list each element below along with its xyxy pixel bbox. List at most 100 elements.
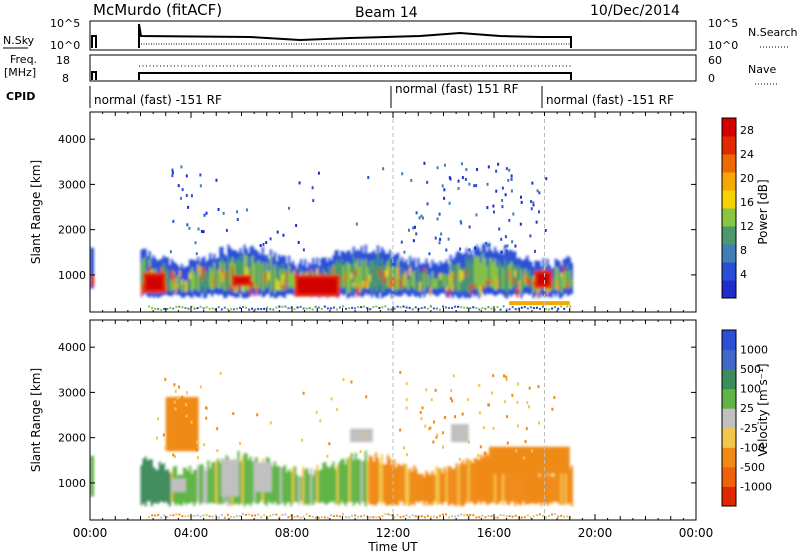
velocity-ground-echo [272,513,275,516]
power-cell [388,280,392,288]
velocity-scatter [174,389,177,393]
power-cell [360,258,363,290]
velocity-scatter [487,403,490,407]
velocity-scatter [269,421,272,425]
power-scatter [544,228,547,232]
power-cell [350,273,353,280]
power-cell [477,256,481,293]
power-colorbar-tick: 20 [740,172,754,185]
velocity-cell [152,467,155,504]
velocity-ground-echo [193,514,196,517]
power-cell [409,263,412,290]
date-title: 10/Dec/2014 [590,3,680,19]
power-scatter [412,226,415,230]
power-cell [552,277,555,289]
velocity-cell [530,473,533,504]
velocity-ground-echo [302,515,305,518]
power-scatter [177,184,180,188]
power-ground-echo [278,305,281,308]
velocity-ground-echo [366,515,369,518]
power-scatter [180,165,183,169]
power-ground-echo [511,306,514,309]
power-cell [164,284,167,293]
velocity-cell [516,468,519,503]
power-strong-core [234,277,249,284]
power-cell [261,262,264,292]
power-cell [562,266,565,274]
power-cell [512,263,515,288]
velocity-cell [352,460,355,506]
power-cell [376,252,380,291]
power-scatter [317,171,320,175]
velocity-scatter [452,374,455,378]
velocity-scatter [467,440,470,444]
power-scatter [443,163,446,167]
power-cell [362,281,365,287]
velocity-ground-echo [214,514,217,517]
power-ground-echo [499,308,502,311]
velocity-cell [556,466,559,503]
velocity-cell [342,458,345,504]
power-cell [251,255,254,288]
velocity-cell [380,454,384,505]
power-scatter [487,165,490,169]
velocity-scatter [190,420,193,424]
power-scatter [179,196,182,200]
velocity-ground-echo [466,514,469,517]
velocity-cell [498,455,501,504]
power-cell [481,285,485,290]
power-scatter [492,204,495,208]
velocity-scatter [443,415,446,419]
power-ground-echo [423,306,426,309]
power-cell [510,261,513,290]
velocity-cell [249,456,252,506]
power-scatter [187,205,190,209]
power-cell [249,287,252,297]
power-scatter [510,177,513,181]
power-cell [514,269,517,278]
power-cell [435,278,438,289]
power-cell [433,279,436,289]
velocity-cell [546,475,549,506]
power-cell [366,281,369,289]
power-cell [467,262,470,294]
velocity-cell [334,469,337,505]
power-cell [148,266,151,275]
power-cell [332,268,335,274]
power-cell [528,269,531,289]
velocity-ground-echo [235,515,238,518]
velocity-cell [447,465,450,506]
velocity-cell [207,460,210,504]
velocity-cell [429,475,432,504]
velocity-ground-echo [478,516,481,519]
power-scatter [438,212,441,216]
power-scatter [185,193,188,197]
velocity-ground-echo [208,515,211,518]
power-scatter [420,214,423,218]
power-ground-echo [172,307,175,310]
velocity-ground-echo [529,516,532,519]
power-scatter [448,176,451,180]
power-ground-echo [211,307,214,310]
velocity-cell [562,466,565,506]
velocity-cell [524,468,527,505]
power-cell [193,272,196,290]
velocity-scatter [405,453,408,457]
velocity-cell [348,456,351,503]
power-scatter [501,205,504,209]
power-colorbar-tick: 24 [740,148,754,161]
power-scatter [236,217,239,221]
power-cell [556,279,559,291]
velocity-cell [520,465,523,505]
power-cell [229,262,232,290]
power-scatter [265,241,268,245]
velocity-scatter [232,412,235,416]
velocity-colorbar-swatch [722,369,736,390]
velocity-scatter [399,370,402,374]
velocity-cell [245,453,248,505]
x-tick-label: 04:00 [174,526,209,540]
power-ground-echo [441,305,444,308]
power-scatter [535,220,538,224]
velocity-cell [508,460,511,505]
power-scatter [225,228,228,232]
